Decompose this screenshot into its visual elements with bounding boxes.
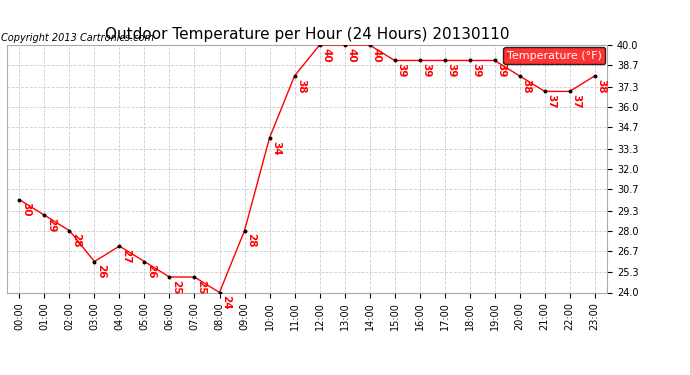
Point [264, 135, 275, 141]
Point [139, 259, 150, 265]
Point [114, 243, 125, 249]
Point [314, 42, 325, 48]
Text: 29: 29 [46, 218, 57, 232]
Point [539, 88, 550, 94]
Text: 37: 37 [571, 94, 582, 109]
Title: Outdoor Temperature per Hour (24 Hours) 20130110: Outdoor Temperature per Hour (24 Hours) … [105, 27, 509, 42]
Point [489, 57, 500, 63]
Point [214, 290, 225, 296]
Text: 40: 40 [371, 48, 382, 62]
Text: 39: 39 [446, 63, 457, 78]
Text: 40: 40 [346, 48, 357, 62]
Point [339, 42, 350, 48]
Text: 39: 39 [471, 63, 482, 78]
Text: 37: 37 [546, 94, 557, 109]
Point [289, 73, 300, 79]
Point [14, 196, 25, 202]
Point [439, 57, 450, 63]
Text: 25: 25 [197, 280, 206, 294]
Legend: Temperature (°F): Temperature (°F) [504, 47, 605, 64]
Text: 39: 39 [397, 63, 406, 78]
Text: 39: 39 [497, 63, 506, 78]
Text: 38: 38 [597, 79, 607, 93]
Text: 38: 38 [522, 79, 531, 93]
Text: 27: 27 [121, 249, 131, 264]
Text: 40: 40 [322, 48, 331, 62]
Text: 38: 38 [297, 79, 306, 93]
Point [189, 274, 200, 280]
Text: 28: 28 [246, 233, 257, 248]
Text: 24: 24 [221, 295, 231, 310]
Point [464, 57, 475, 63]
Point [64, 228, 75, 234]
Point [414, 57, 425, 63]
Text: 34: 34 [271, 141, 282, 155]
Text: 25: 25 [171, 280, 181, 294]
Text: 28: 28 [71, 233, 81, 248]
Text: 39: 39 [422, 63, 431, 78]
Point [89, 259, 100, 265]
Point [589, 73, 600, 79]
Point [239, 228, 250, 234]
Point [564, 88, 575, 94]
Point [514, 73, 525, 79]
Point [164, 274, 175, 280]
Text: 26: 26 [146, 264, 157, 279]
Text: Copyright 2013 Cartronics.com: Copyright 2013 Cartronics.com [1, 33, 154, 42]
Text: 26: 26 [97, 264, 106, 279]
Point [364, 42, 375, 48]
Point [39, 212, 50, 218]
Text: 30: 30 [21, 202, 31, 217]
Point [389, 57, 400, 63]
